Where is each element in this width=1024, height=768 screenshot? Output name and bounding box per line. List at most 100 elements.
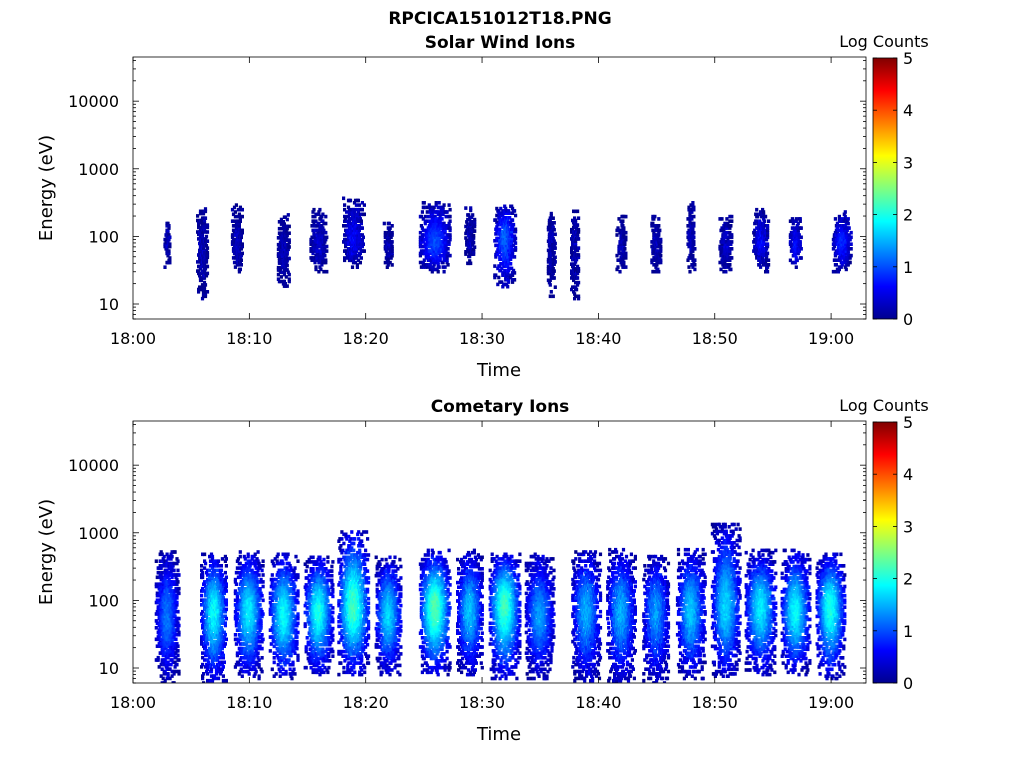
spectrogram-cell	[276, 265, 280, 270]
spectrogram-cell	[233, 610, 237, 614]
spectrogram-cell	[256, 656, 260, 660]
spectrogram-cell	[216, 642, 221, 646]
spectrogram-cell	[574, 234, 578, 239]
spectrogram-cell	[345, 251, 349, 256]
spectrogram-cell	[423, 221, 427, 226]
spectrogram-cell	[238, 669, 242, 674]
spectrogram-cell	[255, 587, 259, 591]
spectrogram-cell	[156, 655, 160, 660]
spectrogram-cell	[796, 221, 800, 226]
spectrogram-cell	[847, 233, 851, 237]
spectrogram-cell	[283, 282, 287, 286]
spectrogram-cell	[799, 247, 803, 251]
spectrogram-cell	[757, 258, 761, 262]
spectrogram-cell	[317, 253, 321, 258]
spectrogram-cell	[797, 233, 801, 237]
spectrogram-cell	[285, 233, 289, 238]
spectrogram-cell	[221, 653, 225, 658]
spectrogram-cell	[436, 269, 440, 274]
spectrogram-cell	[510, 241, 514, 245]
spectrogram-cell	[691, 226, 695, 230]
spectrogram-cell	[577, 216, 581, 220]
spectrogram-cell	[314, 212, 318, 217]
spectrogram-cell	[200, 234, 205, 239]
spectrogram-cell	[208, 584, 212, 589]
spectrogram-cell	[418, 242, 422, 246]
spectrogram-cell	[204, 244, 209, 248]
spectrogram-cell	[761, 224, 765, 228]
spectrogram-cell	[155, 621, 159, 625]
spectrogram-cell	[730, 247, 734, 251]
spectrogram-cell	[232, 260, 237, 265]
spectrogram-cell	[218, 570, 222, 575]
spectrogram-cell	[435, 210, 439, 214]
spectrogram-cell	[436, 219, 440, 223]
spectrogram-cell	[165, 591, 169, 596]
spectrogram-cell	[617, 217, 621, 221]
spectrogram-cell	[730, 240, 734, 244]
spectrogram-cell	[248, 623, 252, 628]
spectrogram-cell	[209, 667, 214, 671]
spectrogram-cell	[235, 612, 239, 616]
spectrogram-cell	[431, 256, 435, 260]
spectrogram-cell	[653, 247, 657, 251]
spectrogram-cell	[219, 564, 223, 568]
spectrogram-cell	[224, 607, 228, 612]
spectrogram-cell	[217, 596, 221, 600]
colorbar-tick-label: 0	[903, 310, 913, 329]
spectrogram-cell	[730, 214, 734, 219]
spectrogram-cell	[764, 230, 768, 235]
spectrogram-cell	[169, 614, 173, 619]
spectrogram-cell	[311, 235, 315, 240]
spectrogram-cell	[203, 230, 208, 234]
spectrogram-cell	[343, 258, 347, 263]
spectrogram-cell	[165, 621, 169, 625]
spectrogram-cell	[233, 665, 237, 669]
spectrogram-cell	[222, 660, 226, 665]
spectrogram-cell	[496, 266, 500, 271]
spectrogram-cell	[503, 225, 507, 229]
spectrogram-cell	[170, 600, 174, 605]
spectrogram-cell	[502, 248, 506, 252]
spectrogram-cell	[196, 230, 200, 234]
spectrogram-cell	[387, 230, 391, 235]
spectrogram-cell	[159, 573, 163, 577]
spectrogram-cell	[155, 644, 159, 648]
spectrogram-cell	[243, 587, 247, 591]
spectrogram-cell	[243, 577, 247, 582]
spectrogram-cell	[285, 224, 289, 229]
spectrogram-cell	[351, 260, 356, 265]
y-tick-label: 100	[88, 227, 119, 246]
spectrogram-cell	[212, 570, 217, 575]
spectrogram-cell	[426, 233, 430, 237]
spectrogram-cell	[203, 271, 208, 276]
spectrogram-cell	[494, 243, 498, 248]
spectrogram-cell	[425, 219, 429, 223]
spectrogram-cell	[163, 678, 167, 683]
spectrogram-cell	[250, 637, 254, 642]
spectrogram-cell	[235, 258, 239, 262]
spectrogram-cell	[426, 214, 430, 219]
spectrogram-cell	[173, 665, 177, 669]
spectrogram-cell	[448, 253, 452, 258]
spectrogram-cell	[790, 237, 794, 242]
spectrogram-cell	[168, 621, 172, 625]
spectrogram-cell	[169, 557, 173, 561]
spectrogram-cell	[846, 240, 850, 244]
spectrogram-cell	[176, 649, 180, 653]
spectrogram-cell	[506, 225, 510, 229]
spectrogram-cell	[718, 260, 722, 265]
spectrogram-cell	[427, 235, 431, 240]
spectrogram-cell	[238, 550, 242, 554]
spectrogram-cell	[249, 646, 253, 651]
spectrogram-cell	[167, 233, 171, 237]
spectrogram-cell	[160, 552, 164, 557]
spectrogram-cell	[276, 247, 280, 252]
spectrogram-cell	[321, 235, 325, 240]
spectrogram-cell	[318, 260, 322, 265]
spectrogram-cell	[200, 635, 204, 639]
spectrogram-cell	[158, 575, 162, 580]
spectrogram-cell	[343, 214, 347, 219]
spectrogram-cell	[342, 196, 346, 201]
spectrogram-cell	[494, 273, 498, 277]
